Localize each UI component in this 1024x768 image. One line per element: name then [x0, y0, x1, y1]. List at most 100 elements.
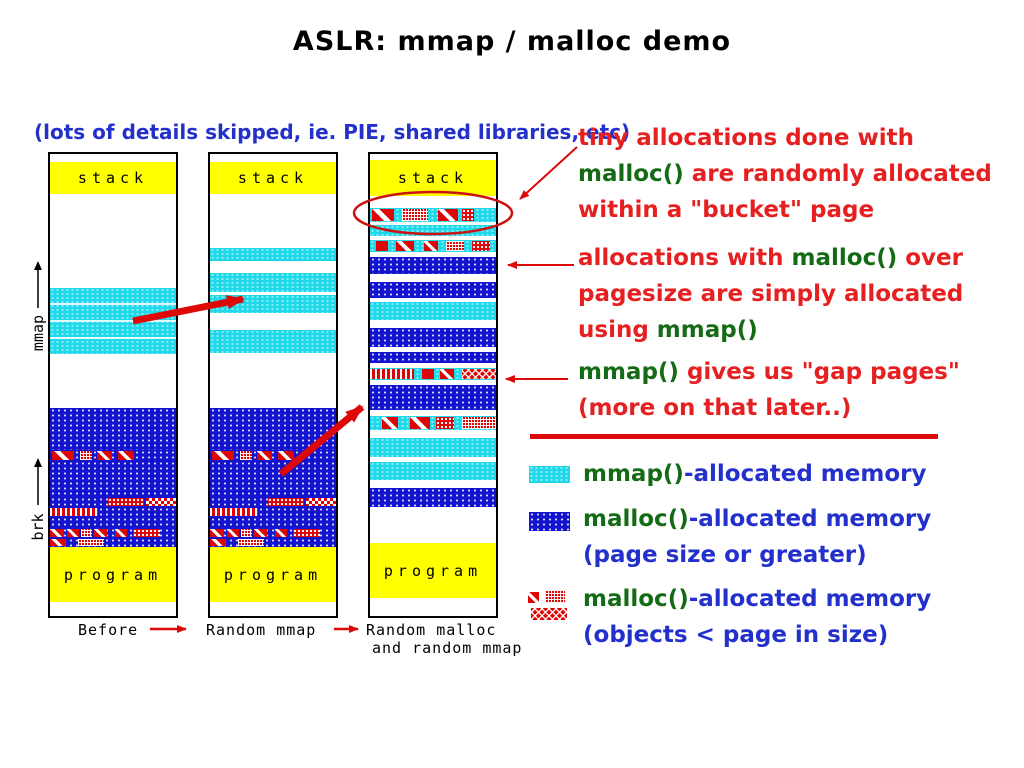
malloc-region-small-allocs — [210, 538, 336, 547]
malloc-large-allocation — [370, 352, 496, 363]
small-allocation-block — [80, 451, 92, 460]
mmap-region — [50, 288, 176, 354]
small-allocation-block — [52, 451, 74, 460]
malloc-region-small-allocs — [50, 497, 176, 507]
mmap-allocation — [370, 225, 496, 236]
small-allocation-block — [268, 498, 304, 506]
mmap-allocation — [210, 273, 336, 292]
malloc-region — [210, 517, 336, 528]
mmap-axis-arrowhead — [34, 261, 42, 270]
stack-region: stack — [210, 162, 336, 194]
memory-column-before: stack program — [48, 152, 178, 618]
malloc-fn-text: malloc() — [791, 245, 898, 271]
small-allocation-block — [472, 241, 490, 251]
small-allocation-block — [241, 529, 252, 537]
annotation-tiny-allocations: tiny allocations done with malloc() are … — [578, 125, 992, 223]
small-allocation-block — [146, 498, 176, 506]
small-allocation-block — [278, 451, 294, 460]
small-allocation-block — [424, 241, 438, 251]
small-allocation-block — [438, 209, 458, 221]
legend-mmap-label: mmap()-allocated memory — [583, 461, 927, 487]
mmap-fn-text: mmap() — [656, 317, 758, 343]
caption-random-malloc-line1: Random malloc — [366, 621, 497, 639]
malloc-region-small-allocs — [50, 450, 176, 461]
malloc-region — [210, 408, 336, 450]
small-allocation-block — [238, 539, 264, 546]
caption-random-malloc-line2: and random mmap — [372, 639, 523, 657]
small-allocation-block — [118, 451, 134, 460]
brk-axis-label: brk — [29, 513, 47, 541]
program-region-label: program — [223, 565, 323, 584]
small-allocation-block — [382, 417, 398, 429]
malloc-region — [50, 461, 176, 497]
small-allocation-block — [446, 241, 464, 251]
legend-swatch-mmap — [529, 466, 570, 483]
caption-before: Before — [78, 621, 139, 639]
bucket-page — [370, 416, 496, 430]
annotation-gap-pages: mmap() gives us "gap pages" (more on tha… — [578, 359, 960, 421]
legend-malloc-small-label: malloc()-allocated memory (objects < page… — [583, 586, 932, 648]
small-allocation-block — [50, 539, 66, 546]
program-region: program — [210, 547, 336, 602]
small-allocation-block — [210, 508, 258, 516]
arrow-to-bucket-ellipse — [519, 146, 578, 200]
malloc-region-small-allocs — [210, 450, 336, 461]
red-divider-line — [530, 434, 938, 439]
mmap-axis-label: mmap — [29, 314, 47, 352]
stack-region: stack — [370, 160, 496, 196]
malloc-region-small-allocs — [50, 507, 176, 517]
legend-swatch-malloc-large — [529, 512, 570, 531]
malloc-large-allocation — [370, 488, 496, 507]
small-allocation-block — [376, 241, 388, 251]
small-allocation-block — [293, 529, 320, 537]
small-allocation-block — [94, 529, 107, 537]
small-allocation-block — [257, 451, 272, 460]
small-allocation-block — [440, 369, 454, 379]
malloc-region-small-allocs — [50, 528, 176, 538]
malloc-region — [50, 408, 176, 450]
legend-malloc-large-label: malloc()-allocated memory (page size or g… — [583, 506, 932, 568]
small-allocation-block — [67, 529, 79, 537]
annotation-over-pagesize: allocations with malloc() over pagesize … — [578, 245, 964, 343]
program-region: program — [50, 547, 176, 602]
small-allocation-block — [462, 209, 474, 221]
caption-random-mmap: Random mmap — [206, 621, 317, 639]
small-allocation-block — [97, 451, 112, 460]
small-allocation-block — [210, 529, 224, 537]
details-note: (lots of details skipped, ie. PIE, share… — [34, 120, 631, 144]
malloc-region — [50, 517, 176, 528]
small-allocation-block — [227, 529, 239, 537]
stack-region-label: stack — [397, 169, 469, 187]
small-allocation-block — [210, 539, 226, 546]
mmap-allocation — [370, 302, 496, 320]
mmap-allocation — [210, 248, 336, 261]
mmap-allocation — [370, 438, 496, 457]
mmap-allocation — [210, 330, 336, 353]
small-allocation-block — [240, 451, 252, 460]
brk-axis-arrowhead — [34, 458, 42, 467]
malloc-large-allocation — [370, 257, 496, 274]
malloc-large-allocation — [370, 385, 496, 410]
small-allocation-block — [115, 529, 127, 537]
small-allocation-block — [410, 417, 430, 429]
memory-column-random-malloc: stack program — [368, 152, 498, 618]
mmap-allocation — [370, 462, 496, 480]
small-allocation-block — [50, 529, 64, 537]
legend-swatch-malloc-small-diag — [528, 592, 539, 603]
small-allocation-block — [275, 529, 287, 537]
small-allocation-block — [78, 539, 104, 546]
program-region-label: program — [63, 565, 163, 584]
small-allocation-block — [462, 369, 496, 379]
small-allocation-block — [306, 498, 336, 506]
small-allocation-block — [254, 529, 267, 537]
malloc-region-small-allocs — [50, 538, 176, 547]
malloc-region — [210, 461, 336, 497]
malloc-large-allocation — [370, 328, 496, 347]
bucket-page — [370, 240, 496, 252]
legend-swatch-malloc-small-grid — [545, 590, 565, 603]
small-allocation-block — [133, 529, 160, 537]
annotation-block: tiny allocations done with malloc() are … — [578, 120, 1024, 426]
program-region-label: program — [383, 561, 483, 580]
malloc-region-small-allocs — [210, 507, 336, 517]
small-allocation-block — [212, 451, 234, 460]
